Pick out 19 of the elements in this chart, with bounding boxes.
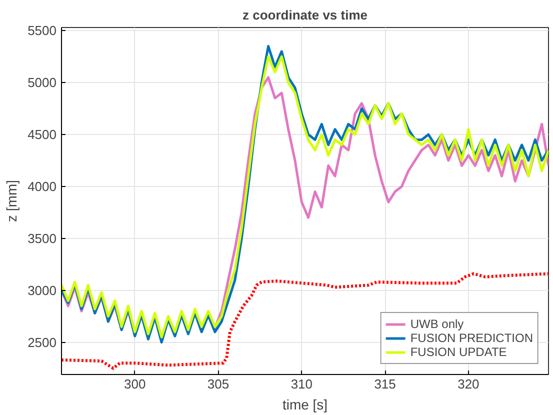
x-tick-label: 320: [458, 376, 480, 392]
y-tick-label: 2500: [28, 334, 56, 350]
legend-label: FUSION PREDICTION: [410, 331, 533, 345]
y-tick-label: 5000: [28, 75, 56, 90]
x-tick-label: 310: [290, 376, 313, 392]
x-axis-title: time [s]: [282, 396, 328, 412]
legend-label: FUSION UPDATE: [410, 345, 507, 359]
x-tick-label: 300: [124, 376, 146, 392]
x-tick-label: 305: [207, 376, 230, 392]
y-axis-title: z [mm]: [4, 180, 20, 222]
x-tick-label: 315: [374, 376, 396, 392]
y-tick-label: 3500: [28, 230, 56, 246]
line-series: [62, 272, 548, 370]
y-tick-label: 4000: [28, 178, 56, 194]
chart-title: z coordinate vs time: [242, 8, 368, 22]
y-tick-label: 5500: [28, 23, 56, 38]
y-tick-label: 4500: [28, 127, 56, 142]
legend-label: UWB only: [410, 317, 464, 331]
y-tick-label: 3000: [28, 282, 56, 298]
